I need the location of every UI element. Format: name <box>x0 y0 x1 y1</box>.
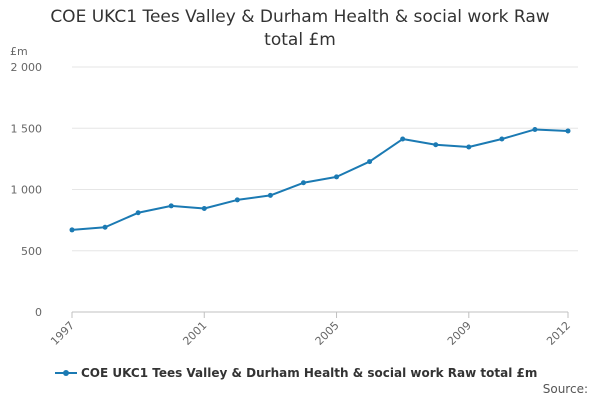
x-tick-label: 2012 <box>544 319 573 348</box>
y-tick-label: 1 500 <box>11 122 43 135</box>
data-point <box>466 144 472 150</box>
data-point <box>565 128 571 134</box>
data-point <box>334 174 340 180</box>
x-tick-label: 2001 <box>180 319 209 348</box>
x-tick-label: 2005 <box>313 319 342 348</box>
y-tick-label: 2 000 <box>11 61 43 74</box>
legend-label: COE UKC1 Tees Valley & Durham Health & s… <box>81 366 538 380</box>
data-point <box>135 210 141 216</box>
data-point <box>300 180 306 186</box>
y-tick-label: 1 000 <box>11 184 43 197</box>
chart-title: COE UKC1 Tees Valley & Durham Health & s… <box>50 7 550 50</box>
y-axis-unit-label: £m <box>10 45 28 58</box>
legend-swatch-icon <box>55 368 77 378</box>
data-point <box>102 224 108 230</box>
source-label: Source: <box>542 382 588 396</box>
data-point <box>499 136 505 142</box>
legend[interactable]: COE UKC1 Tees Valley & Durham Health & s… <box>55 366 537 380</box>
data-point <box>367 159 373 165</box>
data-point <box>69 227 75 233</box>
y-tick-label: 500 <box>21 245 42 258</box>
data-point <box>400 136 406 142</box>
data-point <box>433 142 439 148</box>
x-tick-label: 1997 <box>48 319 77 348</box>
data-point <box>168 203 174 209</box>
data-point <box>234 197 240 203</box>
data-point <box>267 192 273 198</box>
data-point <box>201 205 207 211</box>
y-tick-label: 0 <box>35 306 42 319</box>
series-line <box>71 128 569 231</box>
data-point <box>532 126 538 132</box>
x-tick-label: 2009 <box>445 319 474 348</box>
